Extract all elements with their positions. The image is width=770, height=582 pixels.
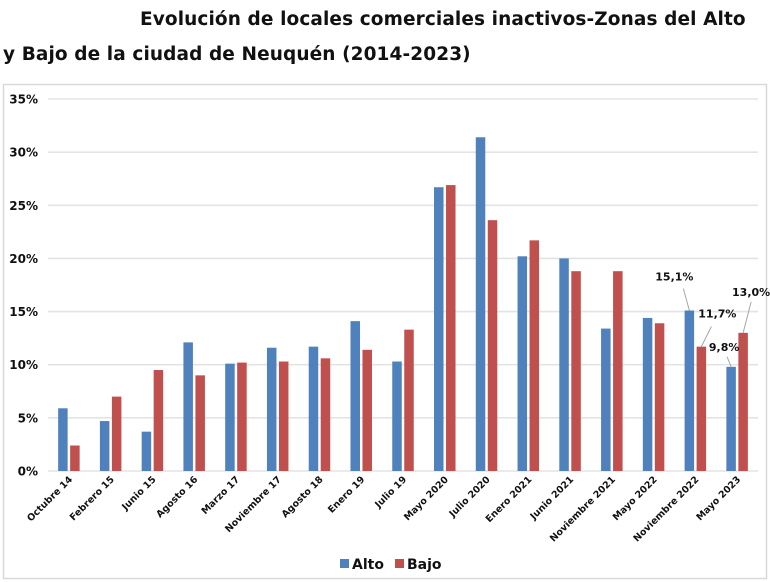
x-tick-label: Enero 19 (326, 474, 367, 515)
x-tick-label: Agosto 16 (154, 474, 200, 520)
x-tick-label: Julio 2020 (447, 474, 493, 520)
legend-swatch-alto (340, 559, 349, 568)
y-tick-label: 25% (9, 199, 38, 213)
bar-alto (350, 321, 360, 471)
x-tick-label: Agosto 18 (280, 474, 326, 520)
bar-alto (183, 342, 193, 471)
bars (58, 137, 748, 471)
bar-alto (434, 187, 444, 471)
bar-bajo (195, 375, 205, 471)
bar-alto (726, 366, 736, 471)
y-tick-label: 15% (9, 305, 38, 319)
data-label: 15,1% (655, 271, 693, 284)
bar-alto (601, 328, 611, 471)
bar-alto (99, 421, 110, 471)
bar-bajo (529, 240, 540, 471)
chart-title-line-2: y Bajo de la ciudad de Neuquén (2014-202… (3, 44, 471, 65)
bar-bajo (571, 271, 581, 471)
x-tick-label: Marzo 17 (200, 474, 243, 517)
gridlines (48, 98, 758, 472)
bar-alto (475, 137, 486, 471)
bar-alto (642, 317, 653, 471)
x-tick-label: Junio 15 (119, 474, 158, 513)
x-tick-label: Mayo 2023 (694, 474, 743, 523)
y-tick-label: 35% (9, 93, 38, 107)
data-label: 9,8% (709, 341, 740, 354)
bar-bajo (237, 362, 247, 471)
bar-alto (58, 408, 68, 471)
x-tick-label: Julio 19 (372, 474, 409, 511)
leader-line (742, 301, 752, 333)
bar-bajo (111, 396, 122, 471)
bar-alto (517, 256, 528, 471)
legend-label-alto: Alto (352, 557, 384, 573)
x-tick-label: Mayo 2020 (402, 474, 451, 523)
y-tick-label: 0% (18, 465, 38, 479)
bar-alto (308, 346, 319, 471)
bar-bajo (70, 445, 80, 471)
bar-bajo (153, 370, 164, 471)
bar-alto (392, 361, 402, 471)
legend: Alto Bajo (340, 557, 442, 573)
data-label: 13,0% (732, 286, 770, 299)
chart-frame (2, 83, 768, 580)
bar-alto (559, 258, 569, 471)
chart-title-line-1: Evolución de locales comerciales inactiv… (140, 9, 746, 30)
bar-bajo (320, 358, 331, 471)
leader-line (700, 326, 712, 347)
bar-alto (141, 431, 152, 471)
data-labels: 15,1% 11,7% 9,8% 13,0% (655, 271, 770, 368)
bar-bajo (446, 185, 456, 471)
leader-line (726, 356, 732, 368)
bar-bajo (654, 323, 665, 471)
bar-bajo (487, 220, 498, 471)
y-tick-label: 5% (18, 411, 38, 425)
bar-bajo (278, 361, 289, 471)
bar-bajo (738, 332, 748, 471)
y-tick-label: 20% (9, 252, 38, 266)
bar-bajo (404, 329, 414, 471)
legend-swatch-bajo (395, 559, 404, 568)
bar-bajo (362, 349, 372, 471)
y-tick-label: 10% (9, 358, 38, 372)
x-tick-label: Febrero 15 (68, 474, 117, 523)
bar-bajo (696, 346, 707, 471)
bar-alto (225, 363, 235, 471)
y-axis-ticks: 0% 5% 10% 15% 20% 25% 30% 35% (9, 93, 38, 479)
bar-alto (266, 347, 277, 471)
data-label: 11,7% (698, 308, 736, 321)
bar-bajo (613, 271, 623, 471)
bar-alto (684, 310, 695, 471)
leader-line (682, 288, 690, 311)
y-tick-label: 30% (9, 146, 38, 160)
legend-label-bajo: Bajo (407, 557, 442, 573)
